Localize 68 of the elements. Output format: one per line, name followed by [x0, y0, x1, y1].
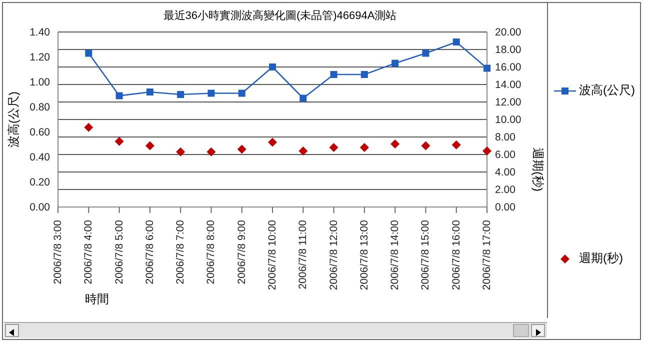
- y2-tick-label: 0.00: [495, 202, 516, 214]
- y2-tick-label: 16.00: [495, 62, 522, 74]
- x-tick-label: 2006/7/8 8:00: [205, 220, 218, 284]
- point: [392, 60, 399, 67]
- y2-tick-label: 18.00: [495, 44, 522, 56]
- point: [269, 64, 276, 70]
- x-tick-label: 2006/7/8 9:00: [236, 220, 248, 284]
- y2-tick-label: 14.00: [495, 79, 522, 92]
- legend-label: 週期(秒): [579, 250, 623, 267]
- point: [421, 141, 430, 150]
- point: [268, 138, 277, 147]
- y-tick-label: 1.00: [30, 76, 50, 89]
- x-tick-label: 2006/7/8 5:00: [113, 220, 126, 284]
- legend-label: 波高(公尺): [579, 82, 635, 99]
- point: [84, 122, 94, 132]
- y2-tick-label: 8.00: [495, 132, 516, 144]
- point: [298, 146, 308, 156]
- point: [206, 147, 216, 156]
- point: [452, 38, 460, 46]
- point: [452, 140, 461, 150]
- x-tick-label: 2006/7/8 7:00: [174, 220, 187, 284]
- point: [208, 90, 215, 97]
- x-tick-label: 2006/7/8 10:00: [266, 220, 278, 290]
- y2-axis-title: 週期(秒): [530, 148, 545, 192]
- point: [482, 146, 492, 156]
- y-tick-label: 0.80: [30, 102, 50, 114]
- point: [145, 141, 154, 150]
- point: [85, 50, 92, 57]
- y2-tick-label: 6.00: [495, 149, 516, 162]
- y-tick-label: 0.40: [30, 152, 50, 164]
- x-tick-label: 2006/7/8 15:00: [420, 220, 432, 290]
- x-tick-label: 2006/7/8 11:00: [297, 220, 310, 290]
- point: [329, 143, 338, 152]
- y2-tick-label: 10.00: [495, 114, 522, 126]
- point: [390, 140, 400, 148]
- y-tick-label: 0.20: [30, 176, 50, 189]
- point: [146, 88, 154, 96]
- point: [114, 136, 124, 146]
- x-axis-title: 時間: [85, 292, 109, 306]
- point: [176, 147, 186, 156]
- y-tick-label: 1.40: [30, 26, 50, 39]
- point: [422, 50, 430, 57]
- point: [360, 143, 369, 152]
- y-tick-label: 0.00: [30, 202, 50, 214]
- point: [177, 91, 184, 98]
- y2-tick-label: 4.00: [495, 166, 516, 179]
- y-tick-label: 1.20: [30, 52, 50, 64]
- x-tick-label: 2006/7/8 4:00: [82, 220, 95, 284]
- point: [330, 71, 338, 78]
- x-tick-label: 2006/7/8 12:00: [328, 220, 340, 290]
- point: [360, 71, 368, 78]
- y2-tick-label: 2.00: [495, 184, 516, 196]
- chart-title: 最近36小時實測波高變化圖(未品管)46694A測站: [163, 8, 397, 23]
- x-tick-label: 2006/7/8 16:00: [450, 220, 462, 290]
- point: [116, 92, 123, 100]
- x-tick-label: 2006/7/8 14:00: [389, 220, 402, 290]
- point: [237, 144, 246, 154]
- x-tick-label: 2006/7/8 6:00: [144, 220, 156, 284]
- y-tick-label: 0.60: [30, 126, 50, 139]
- x-tick-label: 2006/7/8 3:00: [52, 220, 64, 284]
- point: [300, 94, 307, 102]
- y2-tick-label: 20.00: [495, 26, 522, 39]
- x-tick-label: 2006/7/8 17:00: [481, 220, 493, 290]
- y2-tick-label: 12.00: [495, 96, 522, 109]
- x-tick-label: 2006/7/8 13:00: [358, 220, 370, 290]
- point: [238, 90, 246, 97]
- y-axis-title: 波高(公尺): [6, 92, 20, 148]
- point: [484, 64, 490, 72]
